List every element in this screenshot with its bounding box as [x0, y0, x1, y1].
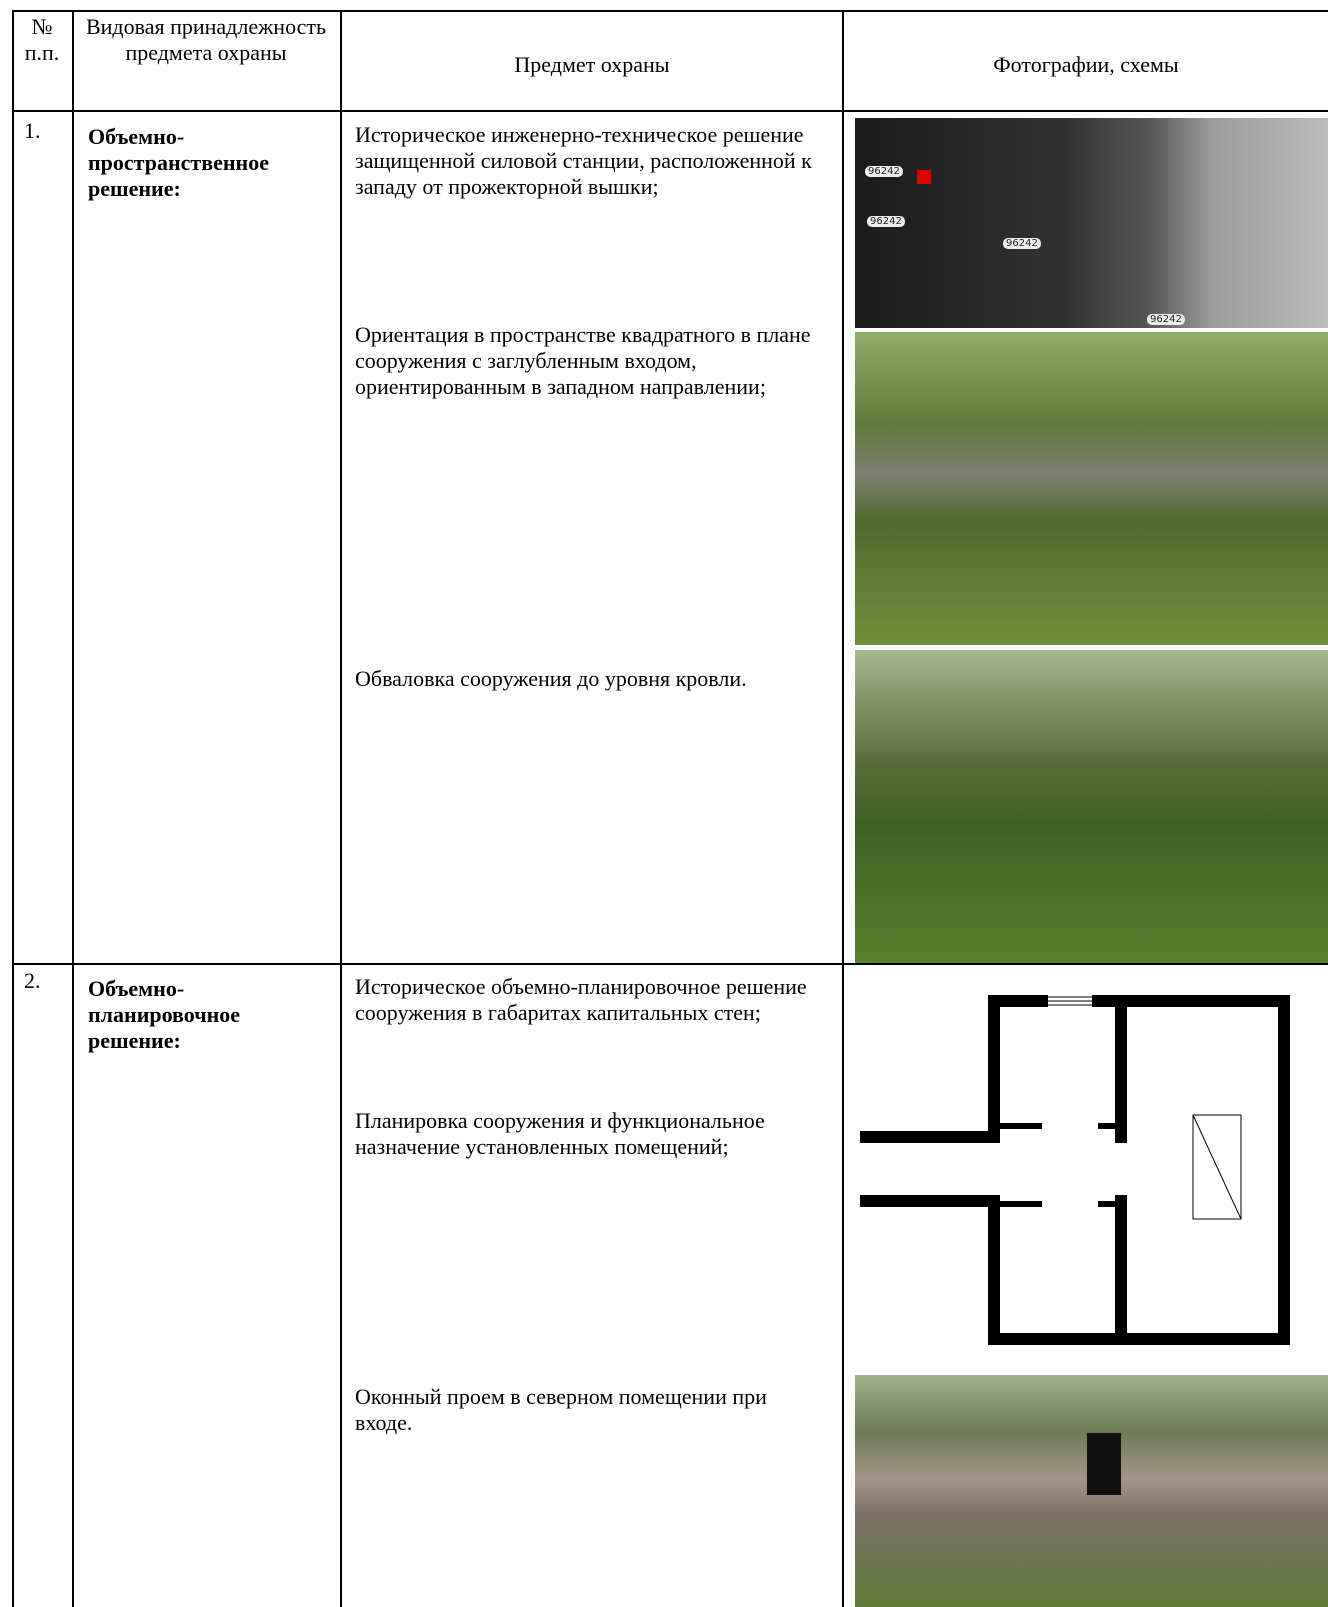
row-kind: Объемно-пространственное решение:	[88, 124, 269, 201]
map-label: 96242	[1147, 314, 1185, 325]
header-photos: Фотографии, схемы	[993, 52, 1179, 77]
border	[12, 963, 1328, 965]
floor-plan	[860, 995, 1290, 1345]
border	[12, 110, 1328, 112]
border	[12, 10, 1328, 12]
header-subject: Предмет охраны	[514, 52, 670, 77]
row-number: 2.	[24, 968, 41, 993]
border	[12, 10, 14, 1607]
border	[842, 10, 844, 1607]
header-number: № п.п.	[24, 14, 60, 65]
window-opening	[1087, 1433, 1121, 1495]
map-image: 96242 96242 96242 96242	[855, 118, 1328, 328]
map-marker	[917, 170, 931, 184]
item: Планировка сооружения и функциональное н…	[355, 1108, 765, 1159]
item: Историческое объемно-планировочное решен…	[355, 974, 807, 1025]
item: Историческое инженерно-техническое решен…	[355, 122, 812, 199]
header-kind: Видовая принадлежность предмета охраны	[85, 14, 327, 65]
photo	[855, 1375, 1328, 1607]
item: Обваловка сооружения до уровня кровли.	[355, 666, 747, 691]
map-label: 96242	[865, 166, 903, 177]
item: Оконный проем в северном помещении при в…	[355, 1384, 767, 1435]
row-number: 1.	[24, 118, 41, 143]
map-label: 96242	[1003, 238, 1041, 249]
border	[72, 10, 74, 1607]
row-kind: Объемно-планировочное решение:	[88, 976, 241, 1053]
map-label: 96242	[867, 216, 905, 227]
photo	[855, 332, 1328, 645]
border	[340, 10, 342, 1607]
photo	[855, 650, 1328, 963]
item: Ориентация в пространстве квадратного в …	[355, 322, 811, 399]
